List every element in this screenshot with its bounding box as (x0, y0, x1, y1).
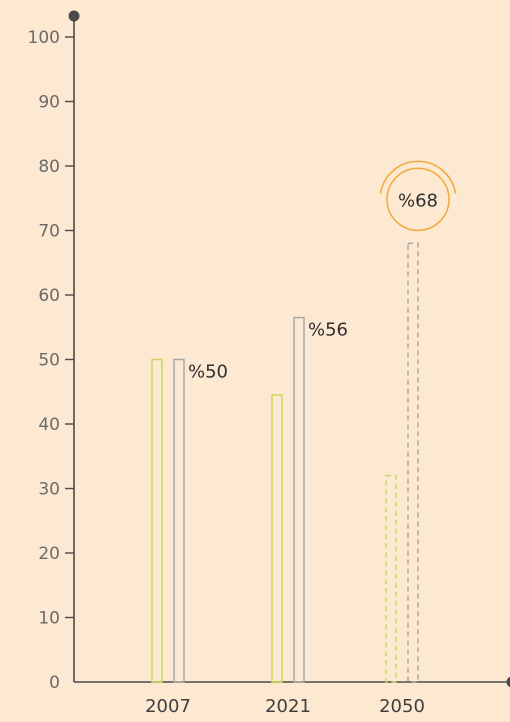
y-tick-label: 30 (38, 480, 60, 500)
chart-bars (151, 242, 419, 683)
bar-series-1 (385, 474, 397, 683)
y-tick-label: 80 (38, 157, 60, 177)
data-label: %68 (398, 190, 438, 211)
bar-series-1 (151, 358, 163, 683)
y-axis-ticks: 0 10 20 30 40 50 60 70 80 90 100 (28, 28, 74, 693)
x-tick-label: 2021 (265, 696, 311, 717)
y-tick-label: 60 (38, 286, 60, 306)
bar-series-1 (271, 394, 283, 683)
chart-axes (68, 10, 510, 688)
y-tick-label: 0 (49, 673, 60, 693)
y-tick-label: 70 (38, 222, 60, 242)
bar-series-2 (407, 242, 419, 683)
data-labels: %50 %56 %68 (188, 160, 457, 383)
y-tick-label: 100 (28, 28, 60, 48)
highlight-arc (379, 160, 457, 194)
y-tick-label: 50 (38, 351, 60, 371)
y-tick-label: 10 (38, 609, 60, 629)
y-tick-label: 90 (38, 93, 60, 113)
data-label: %56 (308, 320, 348, 341)
bar-series-2 (173, 358, 185, 683)
x-axis-labels: 2007 2021 2050 (145, 696, 425, 717)
x-tick-label: 2007 (145, 696, 191, 717)
bar-series-2 (293, 316, 305, 683)
data-label: %50 (188, 362, 228, 383)
x-tick-label: 2050 (379, 696, 425, 717)
y-tick-label: 40 (38, 415, 60, 435)
y-tick-label: 20 (38, 544, 60, 564)
highlight-ring (386, 167, 450, 232)
x-axis-end-dot (506, 676, 510, 688)
y-axis-end-dot (68, 10, 80, 22)
